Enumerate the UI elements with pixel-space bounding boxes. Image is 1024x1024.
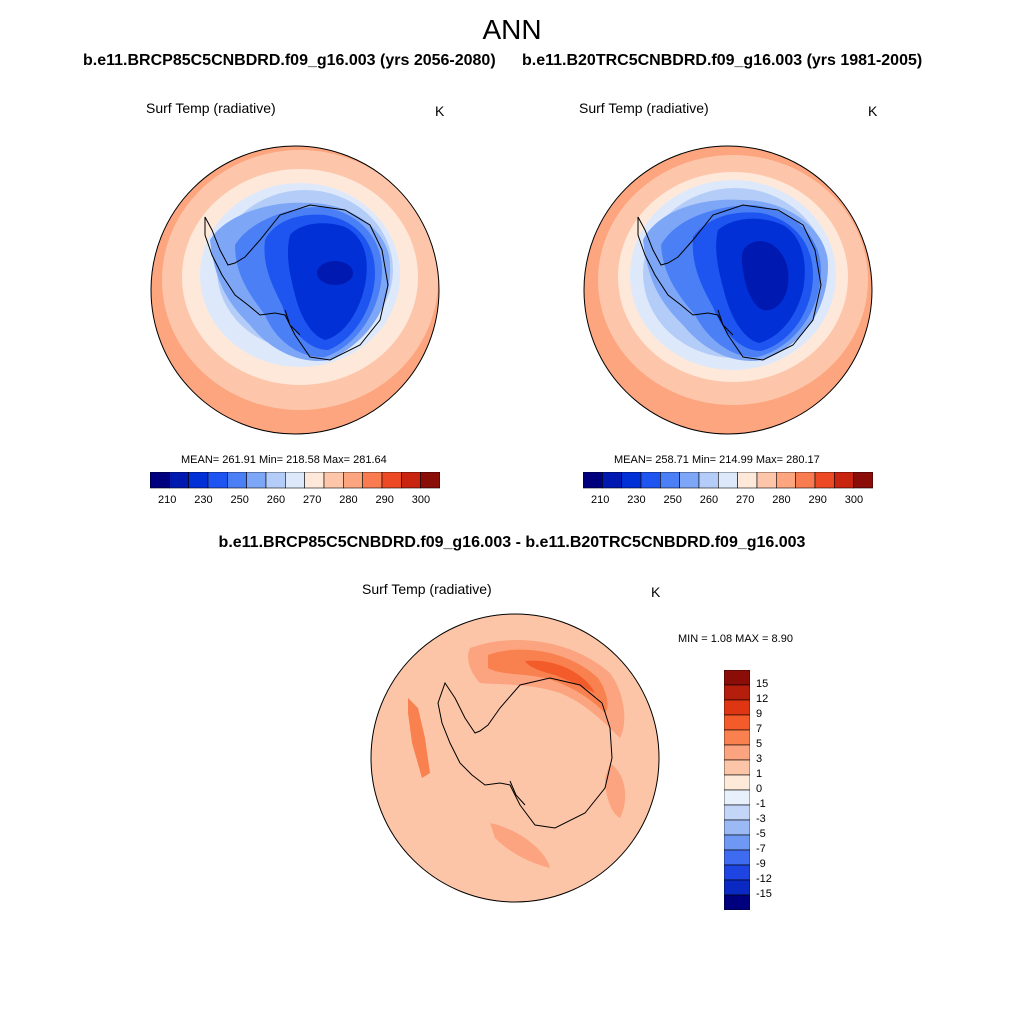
difference-colorbar-swatch bbox=[724, 744, 750, 761]
difference-stats: MIN = 1.08 MAX = 8.90 bbox=[678, 633, 793, 645]
panel1-case-title: b.e11.BRCP85C5CNBDRD.f09_g16.003 (yrs 20… bbox=[83, 52, 496, 69]
difference-colorbar-ticks: 15 12 9 7 5 3 1 0 -1 -3 -5 -7 -9 -12 -15 bbox=[756, 670, 796, 910]
panel1-colorbar-tick-label: 260 bbox=[266, 494, 286, 506]
difference-colorbar-swatch bbox=[724, 670, 750, 686]
panel2-case-title: b.e11.B20TRC5CNBDRD.f09_g16.003 (yrs 198… bbox=[522, 52, 923, 69]
panel2-colorbar-swatch bbox=[814, 472, 835, 489]
difference-colorbar-tick-label: -5 bbox=[756, 828, 766, 840]
panel2-variable-label: Surf Temp (radiative) bbox=[579, 100, 709, 116]
difference-colorbar-swatch bbox=[724, 759, 750, 776]
panel1-colorbar-tick-label: 280 bbox=[339, 494, 358, 506]
panel2-colorbar-swatch bbox=[679, 472, 700, 489]
panel2-colorbar-ticks: 210 230 250 260 270 280 290 300 bbox=[583, 494, 873, 508]
panel2-colorbar-swatch bbox=[776, 472, 796, 489]
panel1-colorbar-swatch bbox=[285, 472, 305, 489]
difference-colorbar-swatch bbox=[724, 714, 750, 731]
difference-colorbar-tick-label: -3 bbox=[756, 813, 766, 825]
difference-units-label: K bbox=[651, 584, 661, 600]
difference-colorbar-tick-label: -15 bbox=[756, 888, 772, 900]
panel2-units-label: K bbox=[868, 103, 878, 119]
panel2-colorbar-swatch bbox=[602, 472, 622, 489]
difference-colorbar-tick-label: 15 bbox=[756, 678, 769, 690]
difference-title: b.e11.BRCP85C5CNBDRD.f09_g16.003 - b.e11… bbox=[218, 534, 806, 551]
panel2-colorbar-tick-label: 290 bbox=[808, 494, 827, 506]
panel2-colorbar-tick-label: 260 bbox=[699, 494, 719, 506]
panel2-colorbar-swatch bbox=[660, 472, 680, 489]
difference-colorbar-tick-label: 3 bbox=[756, 753, 763, 765]
difference-colorbar-tick-label: -12 bbox=[756, 873, 772, 885]
panel1-colorbar-tick-label: 290 bbox=[375, 494, 394, 506]
difference-colorbar bbox=[724, 670, 750, 910]
difference-colorbar-swatch bbox=[724, 774, 750, 791]
panel2-colorbar-swatch bbox=[698, 472, 719, 489]
panel1-colorbar-tick-label: 270 bbox=[303, 494, 322, 506]
difference-polar-map bbox=[370, 613, 660, 903]
panel1-colorbar-swatch bbox=[304, 472, 325, 489]
difference-colorbar-tick-label: -1 bbox=[756, 798, 766, 810]
panel1-colorbar-ticks: 210 230 250 260 270 280 290 300 bbox=[150, 494, 440, 508]
difference-colorbar-tick-label: 12 bbox=[756, 693, 769, 705]
difference-colorbar-tick-label: 9 bbox=[756, 708, 763, 720]
difference-colorbar-tick-label: 7 bbox=[756, 723, 763, 735]
difference-colorbar-tick-label: 0 bbox=[756, 783, 763, 795]
panel1-variable-label: Surf Temp (radiative) bbox=[146, 100, 276, 116]
panel2-colorbar-swatch bbox=[737, 472, 758, 489]
panel1-colorbar-swatch bbox=[401, 472, 421, 489]
panel2-colorbar-swatch bbox=[718, 472, 738, 489]
panel2-colorbar-swatch bbox=[834, 472, 854, 489]
panel1-colorbar-swatch bbox=[265, 472, 286, 489]
difference-colorbar-tick-label: 5 bbox=[756, 738, 763, 750]
panel2-stats: MEAN= 258.71 Min= 214.99 Max= 280.17 bbox=[614, 454, 820, 466]
panel2-colorbar-swatch bbox=[583, 472, 603, 489]
difference-colorbar-swatch bbox=[724, 684, 750, 701]
panel2-colorbar-tick-label: 280 bbox=[772, 494, 791, 506]
panel1-colorbar-swatch bbox=[169, 472, 189, 489]
panel1-colorbar-swatch bbox=[246, 472, 267, 489]
panel1-colorbar-tick-label: 230 bbox=[194, 494, 213, 506]
difference-colorbar-tick-label: -7 bbox=[756, 843, 766, 855]
panel2-colorbar-tick-label: 300 bbox=[844, 494, 864, 506]
difference-colorbar-swatch bbox=[724, 699, 750, 716]
panel2-colorbar bbox=[583, 472, 873, 489]
panel2-colorbar-tick-label: 250 bbox=[663, 494, 682, 506]
panel2-colorbar-tick-label: 210 bbox=[591, 494, 610, 506]
difference-colorbar-swatch bbox=[724, 819, 750, 836]
panel2-colorbar-swatch bbox=[640, 472, 661, 489]
difference-colorbar-swatch bbox=[724, 864, 750, 881]
panel1-colorbar-swatch bbox=[150, 472, 170, 489]
panel1-colorbar-tick-label: 300 bbox=[411, 494, 431, 506]
difference-colorbar-swatch bbox=[724, 789, 750, 806]
panel1-units-label: K bbox=[435, 103, 445, 119]
panel1-stats: MEAN= 261.91 Min= 218.58 Max= 281.64 bbox=[181, 454, 387, 466]
panel1-polar-map bbox=[150, 145, 440, 435]
difference-colorbar-swatch bbox=[724, 834, 750, 851]
panel2-colorbar-tick-label: 270 bbox=[736, 494, 755, 506]
panel2-colorbar-tick-label: 230 bbox=[627, 494, 646, 506]
difference-colorbar-swatch bbox=[724, 894, 750, 910]
difference-variable-label: Surf Temp (radiative) bbox=[362, 581, 492, 597]
panel1-colorbar-swatch bbox=[207, 472, 228, 489]
difference-colorbar-tick-label: 1 bbox=[756, 768, 763, 780]
panel1-colorbar-swatch bbox=[343, 472, 363, 489]
panel2-colorbar-swatch bbox=[795, 472, 816, 489]
difference-colorbar-swatch bbox=[724, 849, 750, 866]
panel1-colorbar-swatch bbox=[381, 472, 402, 489]
panel2-polar-map bbox=[583, 145, 873, 435]
difference-colorbar-swatch bbox=[724, 804, 750, 821]
panel1-colorbar-tick-label: 250 bbox=[230, 494, 249, 506]
difference-colorbar-swatch bbox=[724, 879, 750, 896]
difference-colorbar-tick-label: -9 bbox=[756, 858, 766, 870]
panel1-colorbar-swatch bbox=[420, 472, 440, 489]
figure-title: ANN bbox=[482, 14, 542, 45]
difference-colorbar-swatch bbox=[724, 729, 750, 746]
panel2-colorbar-swatch bbox=[756, 472, 777, 489]
panel1-colorbar-swatch bbox=[323, 472, 344, 489]
panel1-colorbar-swatch bbox=[362, 472, 383, 489]
panel1-colorbar-swatch bbox=[227, 472, 247, 489]
panel2-colorbar-swatch bbox=[853, 472, 873, 489]
panel1-colorbar-swatch bbox=[188, 472, 209, 489]
panel1-colorbar bbox=[150, 472, 440, 489]
panel2-colorbar-swatch bbox=[621, 472, 642, 489]
panel1-colorbar-tick-label: 210 bbox=[158, 494, 177, 506]
